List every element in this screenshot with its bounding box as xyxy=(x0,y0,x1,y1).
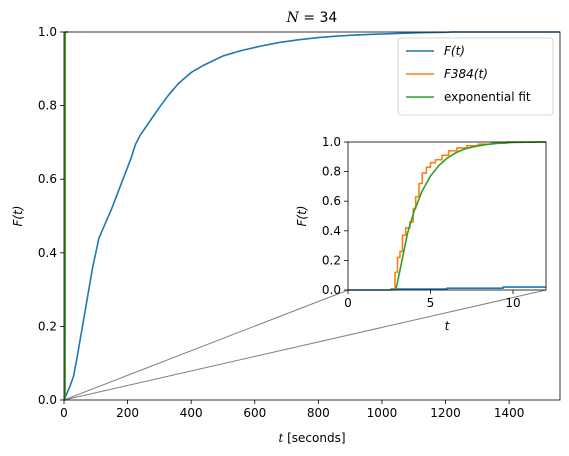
main-x-tick-label: 1200 xyxy=(430,406,461,420)
inset-y-tick-label: 0.4 xyxy=(322,224,341,238)
main-y-tick-label: 0.0 xyxy=(38,393,57,407)
main-frame xyxy=(63,31,561,401)
main-ticks-group: 0 200 400 600 800 1000 1200 1400 0.0 0.2 0.4 0.6 0.8… xyxy=(38,25,524,420)
x-axis-label-var: t xyxy=(278,431,283,445)
main-x-tick-label: 1000 xyxy=(367,406,398,420)
main-x-tick-label: 0 xyxy=(60,406,68,420)
main-x-tick-label: 600 xyxy=(243,406,266,420)
main-y-tick-label: 0.6 xyxy=(38,172,57,186)
chart-title-var: N xyxy=(286,10,300,26)
main-x-tick-label: 200 xyxy=(116,406,139,420)
chart-title-rest: = 34 xyxy=(299,10,338,26)
inset-x-tick-label: 0 xyxy=(344,296,352,310)
legend-label-f384: F384(t) xyxy=(444,67,488,81)
y-axis-label: F(t) xyxy=(11,206,25,227)
x-axis-label: t [seconds] xyxy=(278,431,345,445)
inset-x-tick-label: 10 xyxy=(505,296,520,310)
main-x-tick-label: 1400 xyxy=(494,406,525,420)
legend-box xyxy=(397,37,554,116)
main-y-tick-label: 0.8 xyxy=(38,99,57,113)
inset-series-line-2 xyxy=(395,141,547,291)
zoom-connector-line-1 xyxy=(63,289,547,401)
inset-series-line-1 xyxy=(390,141,546,291)
main-x-tick-label: 400 xyxy=(180,406,203,420)
inset-y-tick-label: 0.2 xyxy=(322,253,341,267)
inset-frame xyxy=(347,141,547,291)
x-axis-label-rest: [seconds] xyxy=(283,431,345,445)
inset-x-tick-label: 5 xyxy=(427,296,435,310)
main-y-tick-label: 0.2 xyxy=(38,319,57,333)
main-series-line-0 xyxy=(63,31,560,401)
legend-label-exp: exponential fit xyxy=(444,90,531,104)
inset-y-tick-label: 1.0 xyxy=(322,135,341,149)
legend-label-f: F(t) xyxy=(444,44,465,58)
main-y-tick-label: 1.0 xyxy=(38,25,57,39)
legend: F(t) F384(t) exponential fit xyxy=(397,37,554,116)
main-x-tick-label: 800 xyxy=(307,406,330,420)
main-y-tick-label: 0.4 xyxy=(38,246,57,260)
inset-y-tick-label: 0.0 xyxy=(322,283,341,297)
zoom-connectors xyxy=(63,289,547,401)
inset-x-axis-label: t xyxy=(445,319,451,333)
inset-y-tick-label: 0.6 xyxy=(322,194,341,208)
inset-y-axis-label: F(t) xyxy=(295,206,309,227)
chart-title: N = 34 xyxy=(286,10,338,26)
inset-ticks-group: 0 5 10 0.0 0.2 0.4 0.6 0.8 1.0 xyxy=(322,135,521,310)
inset-y-tick-label: 0.8 xyxy=(322,165,341,179)
zoom-connector-line-0 xyxy=(63,289,349,401)
inset-plot-area xyxy=(348,142,546,290)
